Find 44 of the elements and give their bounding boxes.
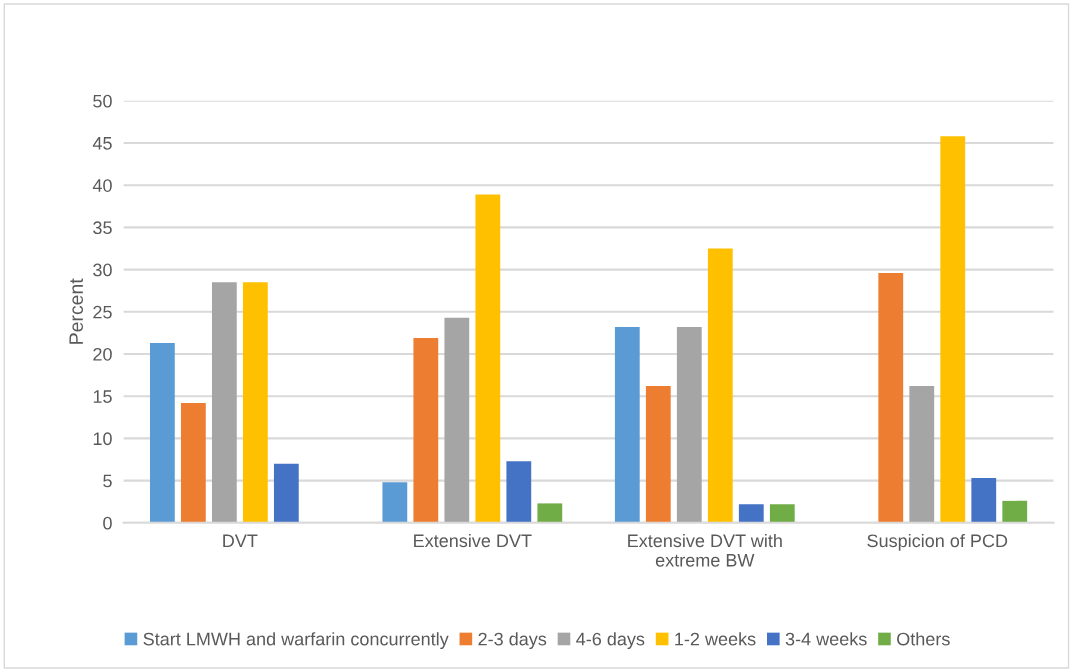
- y-tick-label: 5: [103, 474, 112, 488]
- y-tick-label: 45: [92, 137, 112, 150]
- bar: [242, 282, 268, 523]
- bar: [1002, 500, 1028, 523]
- bar: [382, 482, 408, 523]
- bar: [614, 327, 640, 523]
- bar: [444, 317, 470, 523]
- bar: [940, 136, 966, 523]
- legend-label: 1-2 weeks: [675, 632, 756, 646]
- bar: [707, 248, 733, 523]
- y-tick-label: 35: [93, 221, 112, 235]
- bar: [149, 343, 175, 523]
- bar: [878, 272, 904, 523]
- bar: [413, 337, 439, 523]
- x-tick-label: Extensive DVT: [414, 533, 532, 548]
- y-tick-label: 20: [93, 347, 112, 361]
- x-tick-label: DVT: [223, 534, 258, 548]
- bar: [506, 461, 532, 523]
- bar: [738, 504, 764, 523]
- bar: [211, 282, 237, 523]
- bar: [475, 194, 501, 523]
- y-tick-label: 50: [93, 94, 112, 108]
- bar: [273, 463, 299, 523]
- legend-label: Start LMWH and warfarin concurrently: [143, 632, 449, 650]
- bar: [537, 503, 563, 523]
- y-tick-label: 0: [103, 516, 112, 530]
- y-tick-label: 40: [92, 179, 112, 192]
- y-axis-title: Percent: [69, 278, 84, 344]
- bar: [645, 386, 671, 523]
- legend-label: 4-6 days: [576, 632, 645, 650]
- x-tick-label: Suspicion of PCD: [867, 533, 1008, 551]
- x-tick-label: Extensive DVT with extreme BW: [628, 533, 782, 567]
- y-tick-label: 10: [93, 432, 112, 446]
- bar: [769, 504, 795, 523]
- legend-label: Others: [897, 632, 950, 646]
- bar: [180, 402, 206, 523]
- bar: [676, 327, 702, 523]
- y-tick-label: 25: [93, 305, 112, 319]
- legend-label: 3-4 weeks: [785, 632, 867, 646]
- bar: [971, 478, 997, 523]
- y-tick-label: 15: [93, 390, 112, 403]
- y-tick-label: 30: [93, 263, 112, 277]
- legend-label: 2-3 days: [478, 632, 547, 650]
- bar: [909, 386, 935, 523]
